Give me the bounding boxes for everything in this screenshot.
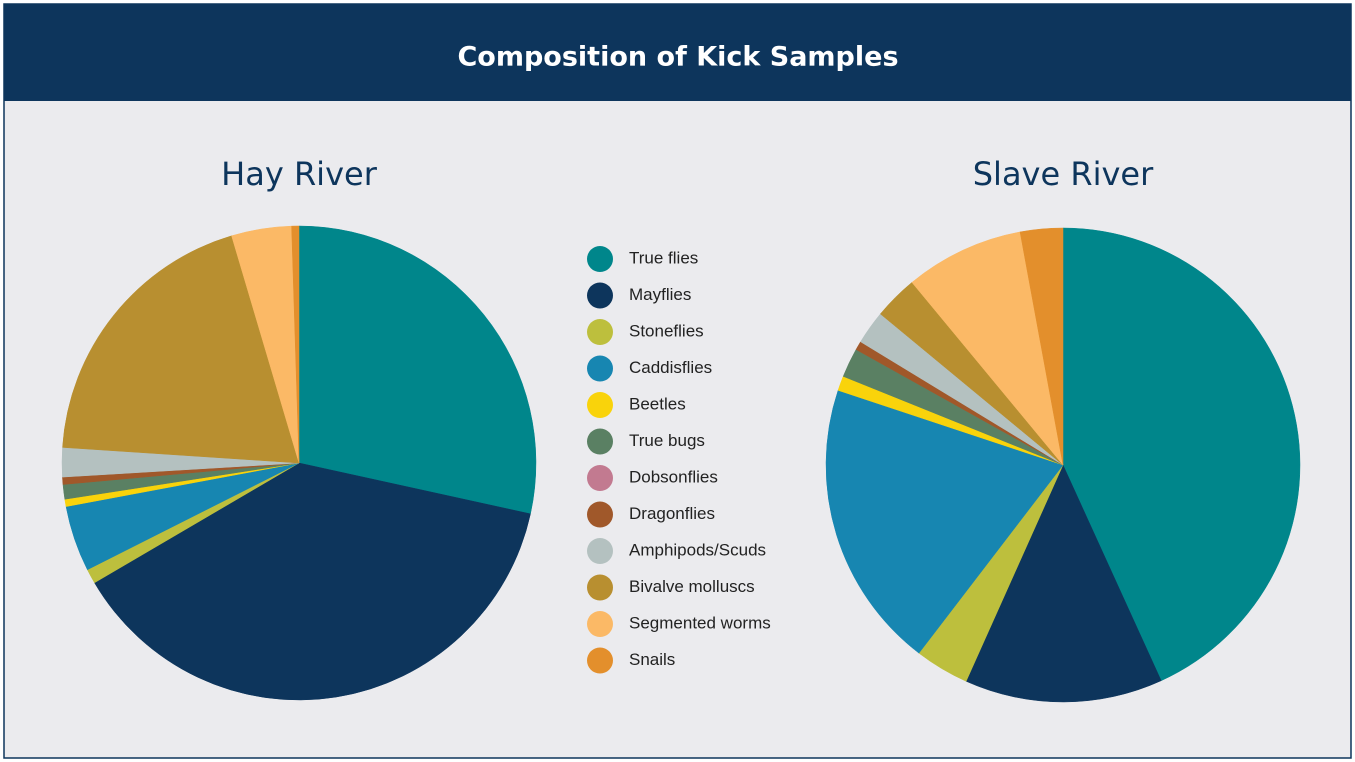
pie-slice <box>911 231 1064 466</box>
legend-swatch <box>587 355 613 382</box>
legend-label: True flies <box>629 248 698 267</box>
legend-label: Dragonflies <box>629 504 715 523</box>
pie-slice <box>298 225 537 515</box>
legend-label: Bivalve molluscs <box>629 577 755 596</box>
pie-slice <box>94 462 531 701</box>
legend-swatch <box>587 465 613 491</box>
legend-swatch <box>587 611 613 637</box>
legend-label: Mayflies <box>629 285 691 304</box>
legend-swatch <box>587 574 613 601</box>
legend-label: Segmented worms <box>629 613 771 632</box>
pie-title: Hay River <box>221 155 378 193</box>
legend-label: True bugs <box>629 431 705 450</box>
legend-swatch <box>587 319 613 345</box>
legend-swatch <box>587 392 613 418</box>
legend-label: Snails <box>629 650 675 669</box>
main-title: Composition of Kick Samples <box>457 42 898 73</box>
legend-swatch <box>587 647 613 674</box>
legend-swatch <box>587 501 613 528</box>
pie-slice <box>291 225 300 464</box>
pie-title: Slave River <box>973 155 1154 193</box>
pie-slice <box>825 390 1064 654</box>
legend-label: Amphipods/Scuds <box>629 540 766 559</box>
legend-label: Dobsonflies <box>629 467 718 486</box>
legend-swatch <box>587 246 613 272</box>
pie-slice <box>62 235 300 464</box>
legend-swatch <box>587 428 613 455</box>
pie-slice <box>965 464 1162 703</box>
pie-slice <box>1062 227 1301 682</box>
legend-swatch <box>587 538 613 564</box>
legend-label: Beetles <box>629 394 686 413</box>
header <box>4 4 1351 101</box>
legend: True flies Mayflies Stoneflies Caddisflies B… <box>587 246 771 674</box>
legend-label: Stoneflies <box>629 321 704 340</box>
legend-label: Caddisflies <box>629 358 712 377</box>
pie-slice <box>1019 227 1064 466</box>
legend-swatch <box>587 282 613 309</box>
